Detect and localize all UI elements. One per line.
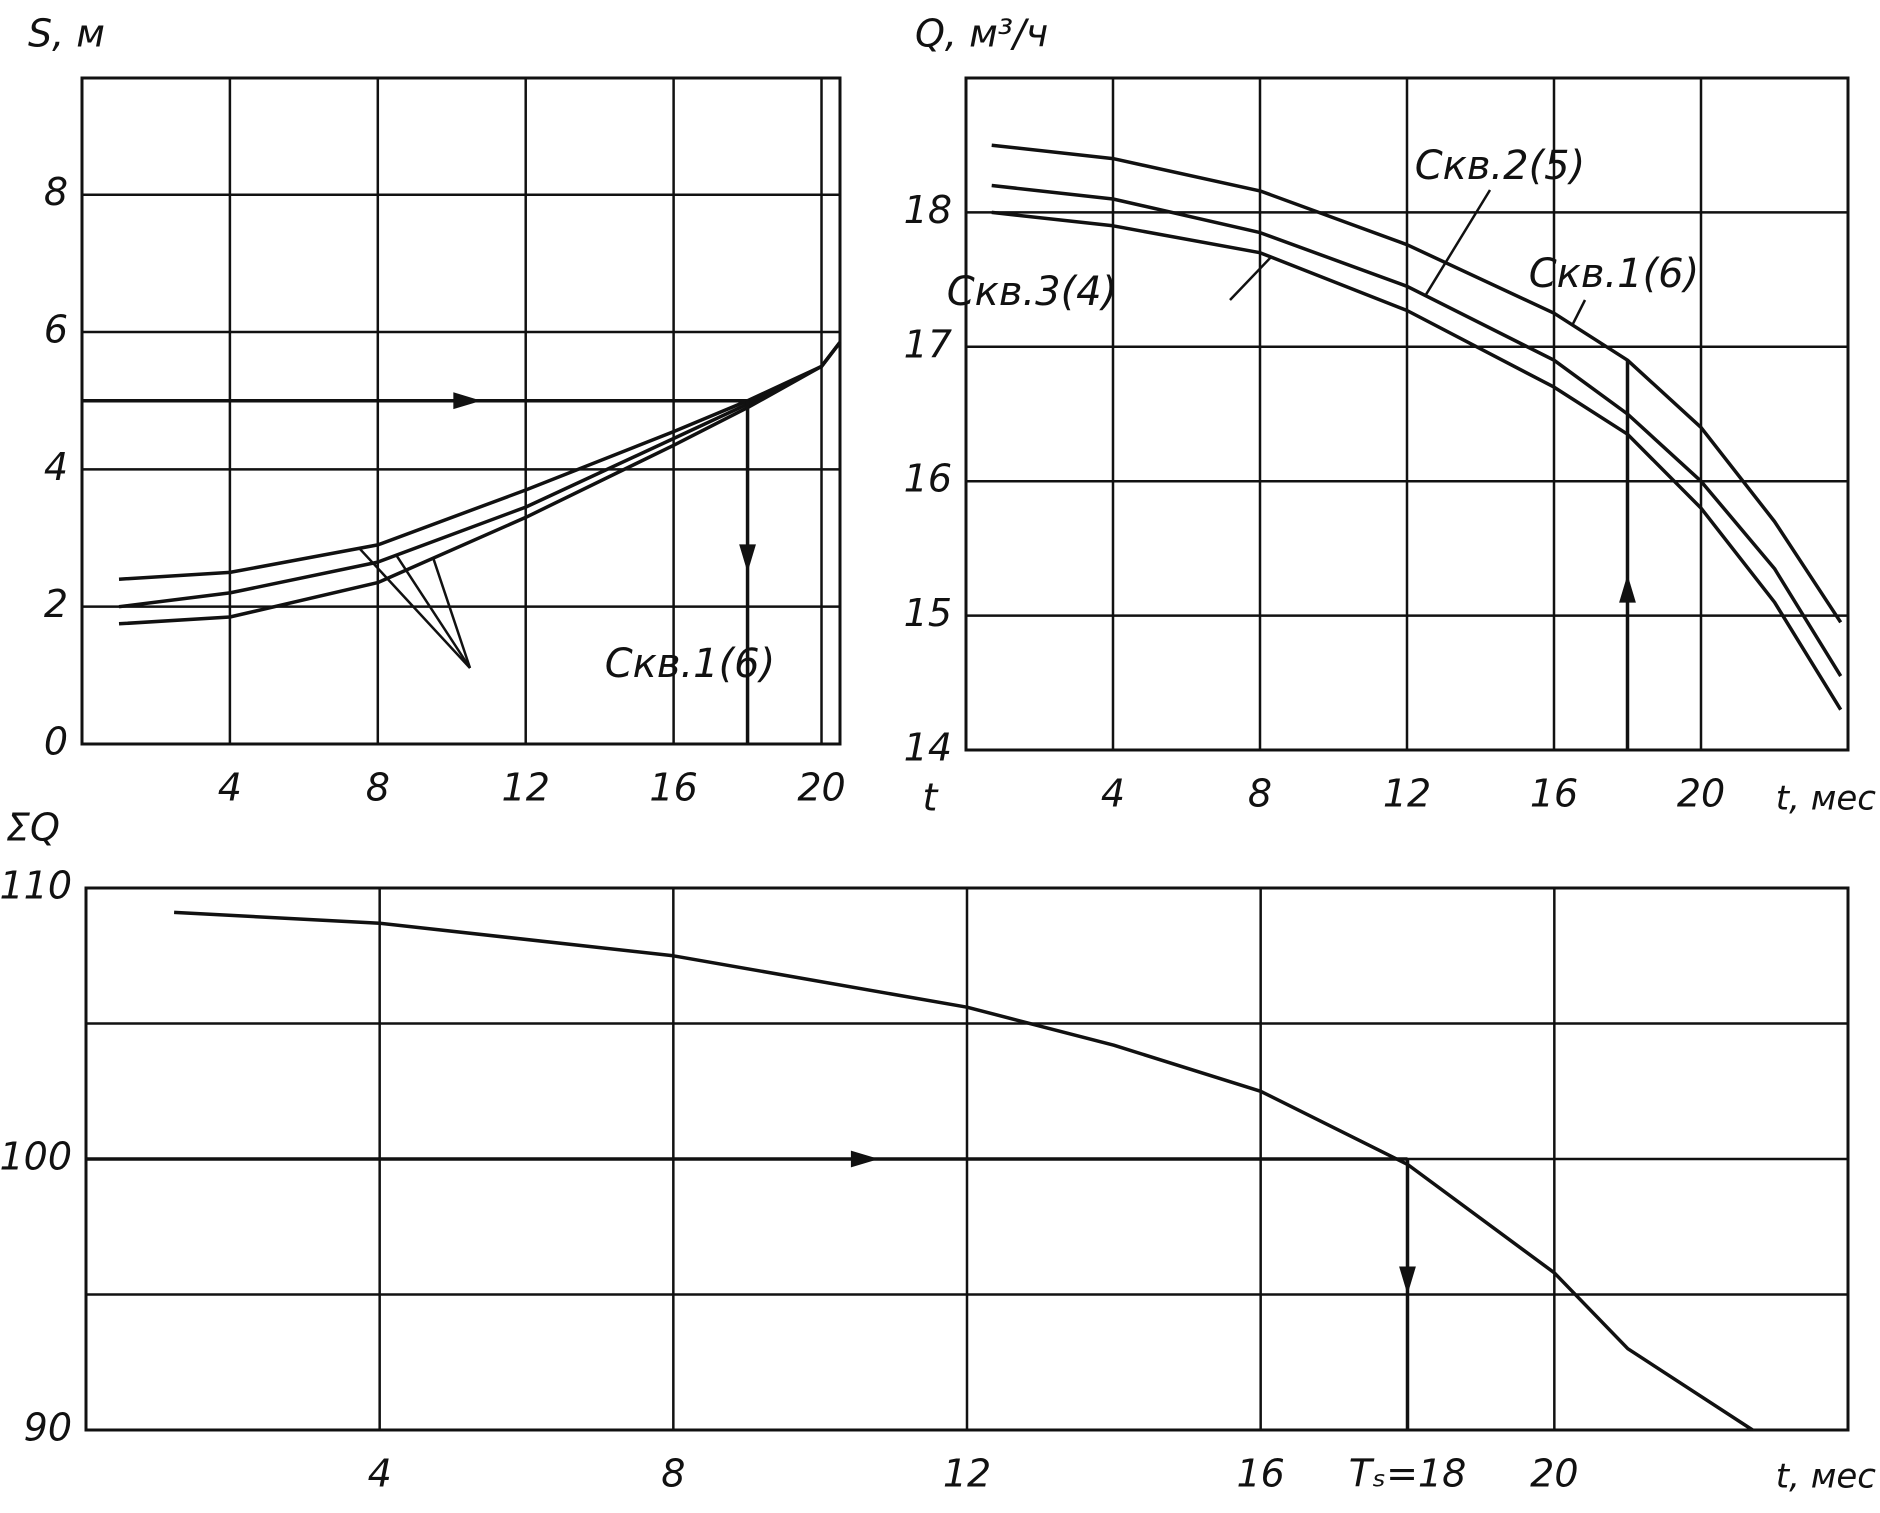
y-tick-label: 8	[44, 170, 68, 214]
curve	[174, 910, 1754, 1432]
x-tick-label: 20	[1677, 772, 1725, 816]
y-tick-label: 16	[904, 457, 952, 501]
x-axis-label: t, мес	[1776, 1457, 1877, 1497]
series-label: Скв.1(6)	[1529, 251, 1700, 297]
leader-line	[1424, 189, 1492, 297]
x-tick-label: 20	[1530, 1452, 1578, 1496]
arrow-head	[453, 392, 482, 410]
series-label: Скв.2(5)	[1415, 143, 1586, 189]
x-tick-label: 8	[366, 766, 390, 810]
annotation: t	[923, 776, 940, 820]
y-tick-label: 4	[44, 445, 68, 489]
curve	[991, 143, 1843, 624]
y-tick-label: 0	[44, 720, 68, 764]
arrow-head	[850, 1150, 879, 1168]
curve	[991, 210, 1843, 711]
curve	[991, 183, 1843, 678]
x-tick-label: 20	[797, 766, 845, 810]
x-tick-label: 12	[1383, 772, 1431, 816]
y-tick-label: 100	[0, 1135, 72, 1179]
curve	[118, 341, 842, 626]
y-tick-label: 17	[904, 322, 952, 366]
leader-line	[1229, 256, 1272, 301]
leader-line	[432, 557, 472, 669]
series-label: Скв.3(4)	[947, 269, 1118, 315]
x-tick-label: 12	[502, 766, 550, 810]
x-tick-label: 16	[649, 766, 697, 810]
x-axis-label: t, мес	[1776, 779, 1877, 819]
y-tick-label: 2	[44, 582, 68, 626]
x-tick-label: Tₛ=18	[1349, 1452, 1467, 1496]
x-tick-label: 16	[1530, 772, 1578, 816]
curve	[118, 341, 842, 581]
x-tick-label: 4	[1101, 772, 1125, 816]
leader-line	[1571, 299, 1587, 326]
x-tick-label: 16	[1236, 1452, 1284, 1496]
leader-line	[358, 547, 471, 669]
y-axis-label: S, м	[28, 12, 105, 56]
y-tick-label: 18	[904, 188, 952, 232]
y-tick-label: 15	[904, 591, 952, 635]
arrow-head	[1619, 574, 1636, 603]
curve	[118, 341, 842, 609]
x-tick-label: 4	[368, 1452, 392, 1496]
x-tick-label: 4	[218, 766, 242, 810]
y-tick-label: 110	[0, 864, 72, 908]
plot-frame	[80, 76, 842, 746]
y-axis-label: Q, м³/ч	[915, 12, 1048, 56]
arrow-head	[1399, 1266, 1416, 1295]
arrow-head	[739, 544, 756, 573]
x-tick-label: 12	[943, 1452, 991, 1496]
y-tick-label: 14	[904, 726, 952, 770]
y-axis-label: ΣQ	[6, 806, 60, 850]
x-tick-label: 8	[661, 1452, 685, 1496]
x-tick-label: 8	[1248, 772, 1272, 816]
y-tick-label: 6	[44, 308, 68, 352]
y-tick-label: 90	[24, 1406, 72, 1450]
curve-label: Скв.1(6)	[605, 641, 776, 687]
leader-line	[395, 554, 472, 669]
